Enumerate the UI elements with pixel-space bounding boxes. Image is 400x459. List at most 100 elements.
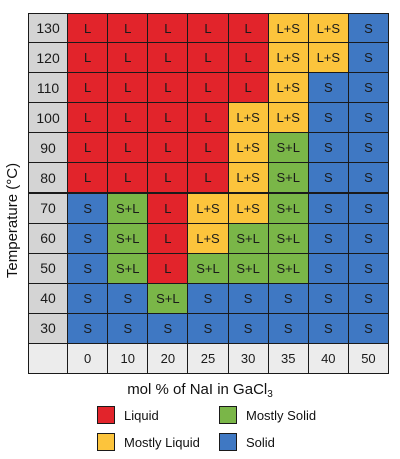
- cell-120c-0pct-l: L: [67, 42, 109, 74]
- cell-90c-25pct-l: L: [187, 132, 229, 164]
- cell-110c-35pct-l-plus-s: L+S: [267, 72, 309, 104]
- cell-100c-20pct-l: L: [147, 102, 189, 134]
- cell-90c-20pct-l: L: [147, 132, 189, 164]
- y-tick-label-50: 50: [28, 252, 69, 284]
- legend-item-mostly-solid: Mostly Solid: [219, 406, 316, 424]
- cell-120c-35pct-l-plus-s: L+S: [267, 42, 309, 74]
- cell-130c-30pct-l: L: [227, 13, 269, 44]
- cell-90c-10pct-l: L: [107, 132, 149, 164]
- legend-swatch-mostly-liquid: [97, 433, 115, 451]
- cell-100c-50pct-s: S: [347, 102, 389, 134]
- cell-130c-50pct-s: S: [347, 13, 389, 44]
- cell-30c-40pct-s: S: [307, 312, 349, 344]
- cell-110c-20pct-l: L: [147, 72, 189, 104]
- cell-40c-30pct-s: S: [227, 282, 269, 314]
- legend-swatch-liquid: [97, 406, 115, 424]
- legend-label-solid: Solid: [246, 434, 275, 450]
- cell-120c-25pct-l: L: [187, 42, 229, 74]
- cell-50c-30pct-s-plus-l: S+L: [227, 252, 269, 284]
- cell-40c-40pct-s: S: [307, 282, 349, 314]
- x-tick-label-0: 0: [67, 342, 109, 374]
- cell-60c-30pct-s-plus-l: S+L: [227, 222, 269, 254]
- corner-cell: [28, 342, 69, 374]
- y-tick-label-110: 110: [28, 72, 69, 104]
- cell-80c-35pct-s-plus-l: S+L: [267, 162, 309, 194]
- cell-120c-50pct-s: S: [347, 42, 389, 74]
- cell-130c-25pct-l: L: [187, 13, 229, 44]
- legend-label-liquid: Liquid: [124, 407, 159, 423]
- cell-100c-10pct-l: L: [107, 102, 149, 134]
- cell-50c-50pct-s: S: [347, 252, 389, 284]
- cell-100c-30pct-l-plus-s: L+S: [227, 102, 269, 134]
- legend-swatch-solid: [219, 433, 237, 451]
- y-tick-label-100: 100: [28, 102, 69, 134]
- cell-60c-0pct-s: S: [67, 222, 109, 254]
- y-tick-label-30: 30: [28, 312, 69, 344]
- cell-120c-30pct-l: L: [227, 42, 269, 74]
- cell-30c-10pct-s: S: [107, 312, 149, 344]
- cell-70c-40pct-s: S: [307, 192, 349, 224]
- cell-110c-25pct-l: L: [187, 72, 229, 104]
- cell-130c-0pct-l: L: [67, 13, 109, 44]
- cell-50c-0pct-s: S: [67, 252, 109, 284]
- cell-90c-30pct-l-plus-s: L+S: [227, 132, 269, 164]
- cell-80c-30pct-l-plus-s: L+S: [227, 162, 269, 194]
- cell-110c-0pct-l: L: [67, 72, 109, 104]
- y-axis-label-text: Temperature (°C): [4, 162, 22, 278]
- cell-30c-0pct-s: S: [67, 312, 109, 344]
- cell-120c-40pct-l-plus-s: L+S: [307, 42, 349, 74]
- y-tick-label-80: 80: [28, 162, 69, 194]
- cell-70c-0pct-s: S: [67, 192, 109, 224]
- y-tick-label-40: 40: [28, 282, 69, 314]
- cell-80c-25pct-l: L: [187, 162, 229, 194]
- cell-90c-40pct-s: S: [307, 132, 349, 164]
- cell-100c-40pct-s: S: [307, 102, 349, 134]
- cell-70c-25pct-l-plus-s: L+S: [187, 192, 229, 224]
- cell-110c-10pct-l: L: [107, 72, 149, 104]
- cell-30c-20pct-s: S: [147, 312, 189, 344]
- cell-100c-25pct-l: L: [187, 102, 229, 134]
- cell-50c-40pct-s: S: [307, 252, 349, 284]
- cell-70c-35pct-s-plus-l: S+L: [267, 192, 309, 224]
- x-axis-label-subscript: 3: [267, 389, 273, 400]
- phase-grid: 130 L L L L L L+S L+S S 120 L L L L L L+S L+S S 110 L L L L L L+…: [28, 13, 389, 374]
- x-axis-label: mol % of NaI in GaCl3: [0, 381, 400, 400]
- cell-100c-35pct-l-plus-s: L+S: [267, 102, 309, 134]
- cell-70c-30pct-l-plus-s: L+S: [227, 192, 269, 224]
- y-tick-label-130: 130: [28, 13, 69, 44]
- cell-30c-25pct-s: S: [187, 312, 229, 344]
- cell-60c-10pct-s-plus-l: S+L: [107, 222, 149, 254]
- cell-120c-20pct-l: L: [147, 42, 189, 74]
- y-tick-label-60: 60: [28, 222, 69, 254]
- cell-30c-35pct-s: S: [267, 312, 309, 344]
- cell-120c-10pct-l: L: [107, 42, 149, 74]
- cell-130c-20pct-l: L: [147, 13, 189, 44]
- y-tick-label-120: 120: [28, 42, 69, 74]
- cell-40c-35pct-s: S: [267, 282, 309, 314]
- legend-swatch-mostly-solid: [219, 406, 237, 424]
- cell-60c-35pct-s-plus-l: S+L: [267, 222, 309, 254]
- cell-50c-35pct-s-plus-l: S+L: [267, 252, 309, 284]
- cell-70c-10pct-s-plus-l: S+L: [107, 192, 149, 224]
- cell-70c-50pct-s: S: [347, 192, 389, 224]
- cell-30c-30pct-s: S: [227, 312, 269, 344]
- cell-80c-0pct-l: L: [67, 162, 109, 194]
- cell-40c-50pct-s: S: [347, 282, 389, 314]
- legend-item-solid: Solid: [219, 433, 275, 451]
- y-tick-label-90: 90: [28, 132, 69, 164]
- legend-item-liquid: Liquid: [97, 406, 159, 424]
- cell-60c-20pct-l: L: [147, 222, 189, 254]
- cell-80c-50pct-s: S: [347, 162, 389, 194]
- cell-90c-0pct-l: L: [67, 132, 109, 164]
- cell-90c-35pct-s-plus-l: S+L: [267, 132, 309, 164]
- cell-80c-10pct-l: L: [107, 162, 149, 194]
- x-tick-label-35: 35: [267, 342, 309, 374]
- cell-90c-50pct-s: S: [347, 132, 389, 164]
- x-tick-label-20: 20: [147, 342, 189, 374]
- cell-70c-20pct-l: L: [147, 192, 189, 224]
- cell-50c-10pct-s-plus-l: S+L: [107, 252, 149, 284]
- x-tick-label-50: 50: [347, 342, 389, 374]
- cell-130c-40pct-l-plus-s: L+S: [307, 13, 349, 44]
- cell-40c-20pct-s-plus-l: S+L: [147, 282, 189, 314]
- legend-item-mostly-liquid: Mostly Liquid: [97, 433, 200, 451]
